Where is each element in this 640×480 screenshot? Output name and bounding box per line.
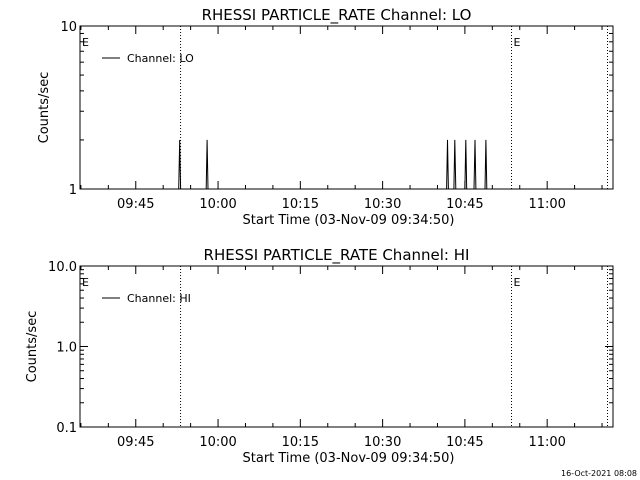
chart-title: RHESSI PARTICLE_RATE Channel: LO	[202, 6, 472, 25]
y-tick-label: 1	[69, 183, 77, 198]
x-tick-label: 09:45	[117, 435, 154, 450]
x-tick-label: 10:45	[446, 435, 483, 450]
y-axis-label: Counts/sec	[37, 72, 52, 144]
x-tick-label: 11:00	[528, 435, 565, 450]
plot-frame	[79, 265, 614, 428]
x-tick-label: 10:00	[199, 197, 236, 212]
x-tick-label: 10:15	[282, 197, 319, 212]
edge-marker: E	[82, 276, 89, 289]
x-tick-label: 10:15	[282, 435, 319, 450]
chart-title: RHESSI PARTICLE_RATE Channel: HI	[204, 246, 470, 265]
x-tick-label: 11:00	[528, 197, 565, 212]
x-tick-label: 09:45	[117, 197, 154, 212]
x-tick-label: 10:00	[199, 435, 236, 450]
chart-panel-1: RHESSI PARTICLE_RATE Channel: LO Start Ti…	[37, 6, 614, 228]
x-axis-label: Start Time (03-Nov-09 09:34:50)	[243, 451, 455, 466]
legend-label: Channel: LO	[127, 52, 194, 65]
x-tick-label: 10:30	[364, 197, 401, 212]
edge-marker: E	[514, 276, 521, 289]
x-tick-label: 10:45	[446, 197, 483, 212]
y-tick-label: 0.1	[56, 421, 77, 436]
series-line	[178, 139, 488, 189]
chart-panel-2: RHESSI PARTICLE_RATE Channel: HI Start Ti…	[25, 246, 614, 466]
generation-timestamp: 16-Oct-2021 08:08	[561, 469, 637, 478]
y-tick-label: 10	[60, 20, 77, 35]
y-tick-label: 10.0	[48, 260, 77, 275]
x-axis-label: Start Time (03-Nov-09 09:34:50)	[243, 213, 455, 228]
y-axis-label: Counts/sec	[25, 311, 40, 383]
x-tick-label: 10:30	[364, 435, 401, 450]
plot-frame	[79, 25, 614, 190]
edge-marker: E	[82, 36, 89, 49]
legend-label: Channel: HI	[127, 292, 191, 305]
y-tick-label: 1.0	[56, 341, 77, 356]
edge-marker: E	[514, 36, 521, 49]
